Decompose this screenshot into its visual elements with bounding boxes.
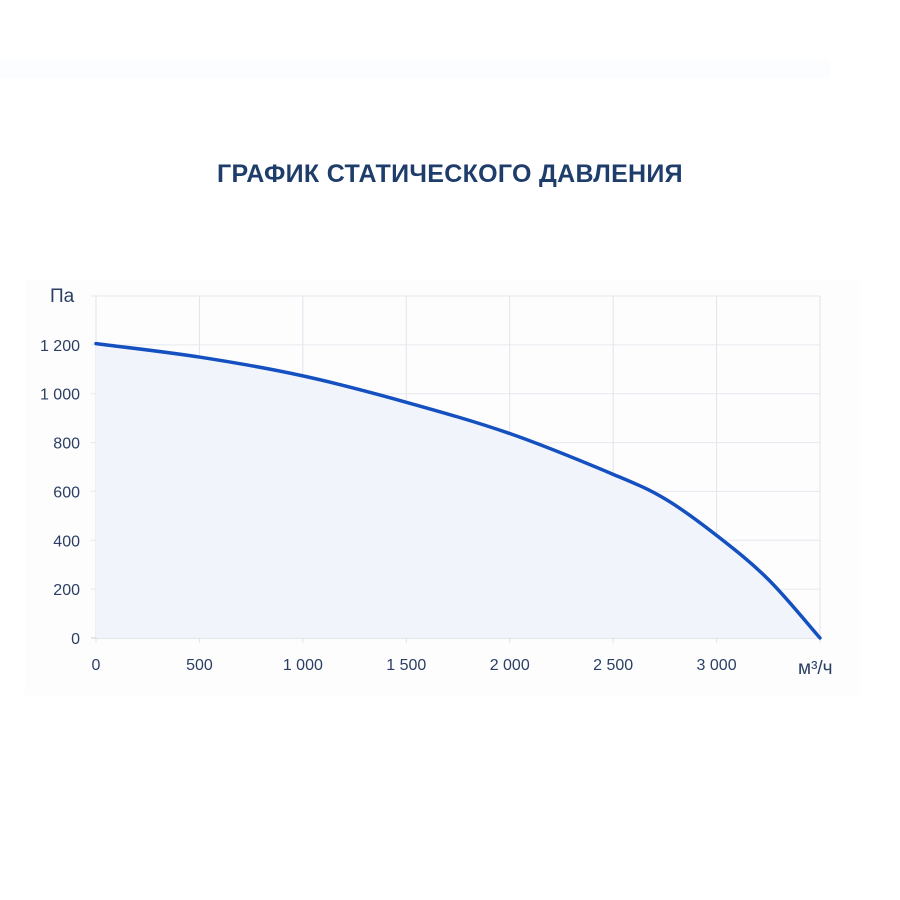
x-tick-label: 0 bbox=[92, 657, 101, 674]
x-tick-label: 2 000 bbox=[490, 657, 530, 674]
y-tick-label: 600 bbox=[53, 484, 80, 501]
y-tick-label: 800 bbox=[53, 436, 80, 453]
y-tick-label: 400 bbox=[53, 533, 80, 550]
pressure-curve bbox=[94, 341, 822, 640]
x-tick-label: 2 500 bbox=[593, 657, 633, 674]
y-tick-label: 0 bbox=[71, 631, 80, 648]
curve-area bbox=[96, 343, 820, 638]
chart-title: ГРАФИК СТАТИЧЕСКОГО ДАВЛЕНИЯ bbox=[217, 160, 683, 188]
top-band bbox=[0, 60, 830, 78]
y-axis-label: Па bbox=[50, 286, 75, 307]
y-tick-label: 1 200 bbox=[40, 338, 80, 355]
x-tick-label: 500 bbox=[186, 657, 213, 674]
y-tick-label: 1 000 bbox=[40, 387, 80, 404]
x-tick-label: 3 000 bbox=[697, 657, 737, 674]
x-tick-label: 1 500 bbox=[386, 657, 426, 674]
x-axis-label: м³/ч bbox=[798, 658, 833, 679]
y-tick-label: 200 bbox=[53, 582, 80, 599]
x-tick-label: 1 000 bbox=[283, 657, 323, 674]
